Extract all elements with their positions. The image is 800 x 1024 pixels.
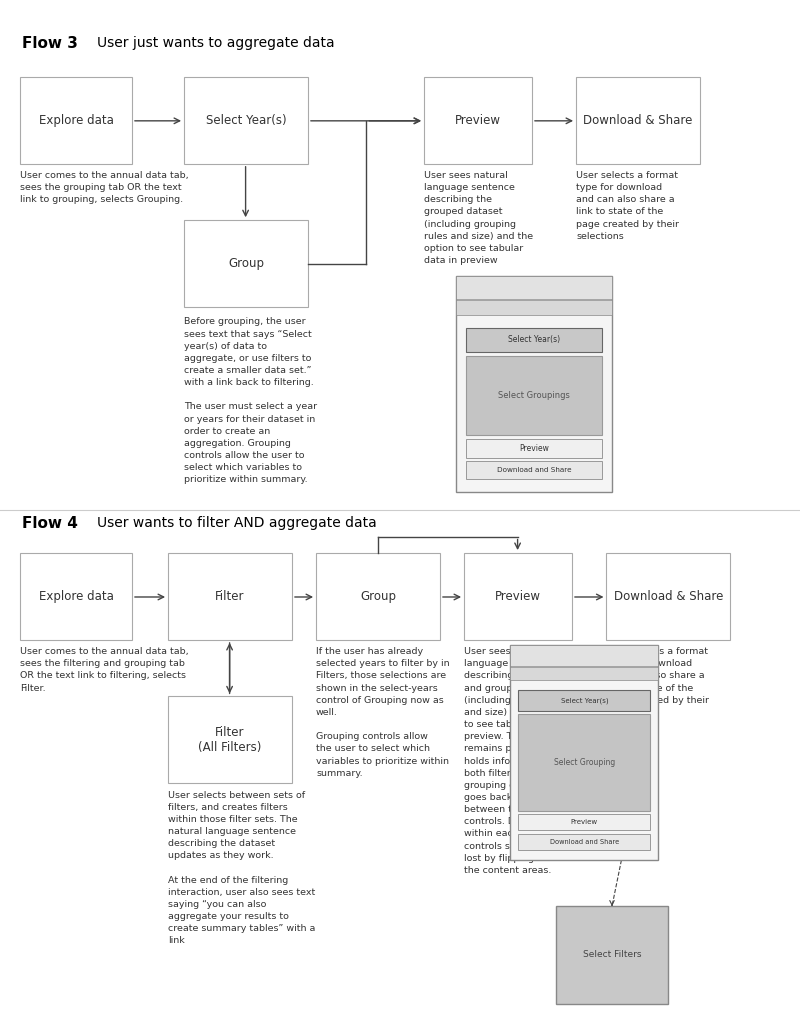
Text: If the user has already
selected years to filter by in
Filters, those selections: If the user has already selected years t… xyxy=(316,647,450,777)
Text: Select Filters: Select Filters xyxy=(582,950,642,959)
Text: User sees natural
language sentence
describing the filtered
and grouped dataset
: User sees natural language sentence desc… xyxy=(464,647,584,874)
Text: User just wants to aggregate data: User just wants to aggregate data xyxy=(97,36,334,50)
Text: Preview: Preview xyxy=(571,819,598,825)
FancyBboxPatch shape xyxy=(456,300,612,315)
FancyBboxPatch shape xyxy=(168,553,292,640)
Text: Flow 4: Flow 4 xyxy=(22,516,78,531)
Text: Select Year(s): Select Year(s) xyxy=(508,336,560,344)
Text: Select Year(s): Select Year(s) xyxy=(561,697,608,703)
Text: User selects a format
type for download
and can also share a
link to state of th: User selects a format type for download … xyxy=(576,171,679,241)
FancyBboxPatch shape xyxy=(424,77,532,164)
Text: Preview: Preview xyxy=(519,444,549,453)
Text: Select Groupings: Select Groupings xyxy=(498,391,570,400)
FancyBboxPatch shape xyxy=(456,276,612,299)
Text: Filter
(All Filters): Filter (All Filters) xyxy=(198,726,262,754)
Text: Explore data: Explore data xyxy=(38,114,114,127)
FancyBboxPatch shape xyxy=(466,356,602,435)
Text: User comes to the annual data tab,
sees the grouping tab OR the text
link to gro: User comes to the annual data tab, sees … xyxy=(20,171,189,205)
FancyBboxPatch shape xyxy=(316,553,440,640)
Text: Preview: Preview xyxy=(495,590,541,603)
FancyBboxPatch shape xyxy=(576,77,700,164)
FancyBboxPatch shape xyxy=(518,834,650,850)
Text: User selects between sets of
filters, and creates filters
within those filter se: User selects between sets of filters, an… xyxy=(168,791,315,945)
Text: Group: Group xyxy=(228,257,264,270)
FancyBboxPatch shape xyxy=(184,220,308,307)
FancyBboxPatch shape xyxy=(464,553,572,640)
FancyBboxPatch shape xyxy=(20,77,132,164)
FancyBboxPatch shape xyxy=(168,696,292,783)
FancyBboxPatch shape xyxy=(466,439,602,458)
Text: User wants to filter AND aggregate data: User wants to filter AND aggregate data xyxy=(97,516,377,530)
Text: Explore data: Explore data xyxy=(38,590,114,603)
Text: User selects a format
type for download
and can also share a
link to state of th: User selects a format type for download … xyxy=(606,647,710,717)
Text: Select Year(s): Select Year(s) xyxy=(206,114,286,127)
FancyBboxPatch shape xyxy=(20,553,132,640)
FancyBboxPatch shape xyxy=(466,328,602,352)
Text: Download & Share: Download & Share xyxy=(614,590,723,603)
Text: Before grouping, the user
sees text that says “Select
year(s) of data to
aggrega: Before grouping, the user sees text that… xyxy=(184,317,317,484)
FancyBboxPatch shape xyxy=(184,77,308,164)
Text: Download and Share: Download and Share xyxy=(550,839,619,845)
Text: Download and Share: Download and Share xyxy=(497,467,571,473)
Text: Flow 3: Flow 3 xyxy=(22,36,78,51)
Text: Download & Share: Download & Share xyxy=(583,114,693,127)
FancyBboxPatch shape xyxy=(518,690,650,711)
Text: Filter: Filter xyxy=(215,590,245,603)
FancyBboxPatch shape xyxy=(466,461,602,479)
Text: User comes to the annual data tab,
sees the filtering and grouping tab
OR the te: User comes to the annual data tab, sees … xyxy=(20,647,189,692)
FancyBboxPatch shape xyxy=(518,814,650,830)
Text: Select Grouping: Select Grouping xyxy=(554,758,615,767)
Text: User sees natural
language sentence
describing the
grouped dataset
(including gr: User sees natural language sentence desc… xyxy=(424,171,533,265)
Text: Group: Group xyxy=(360,590,396,603)
FancyBboxPatch shape xyxy=(606,553,730,640)
FancyBboxPatch shape xyxy=(518,714,650,811)
FancyBboxPatch shape xyxy=(510,645,658,860)
FancyBboxPatch shape xyxy=(556,906,668,1004)
FancyBboxPatch shape xyxy=(510,667,658,680)
Text: Preview: Preview xyxy=(455,114,501,127)
FancyBboxPatch shape xyxy=(456,276,612,492)
FancyBboxPatch shape xyxy=(510,645,658,666)
